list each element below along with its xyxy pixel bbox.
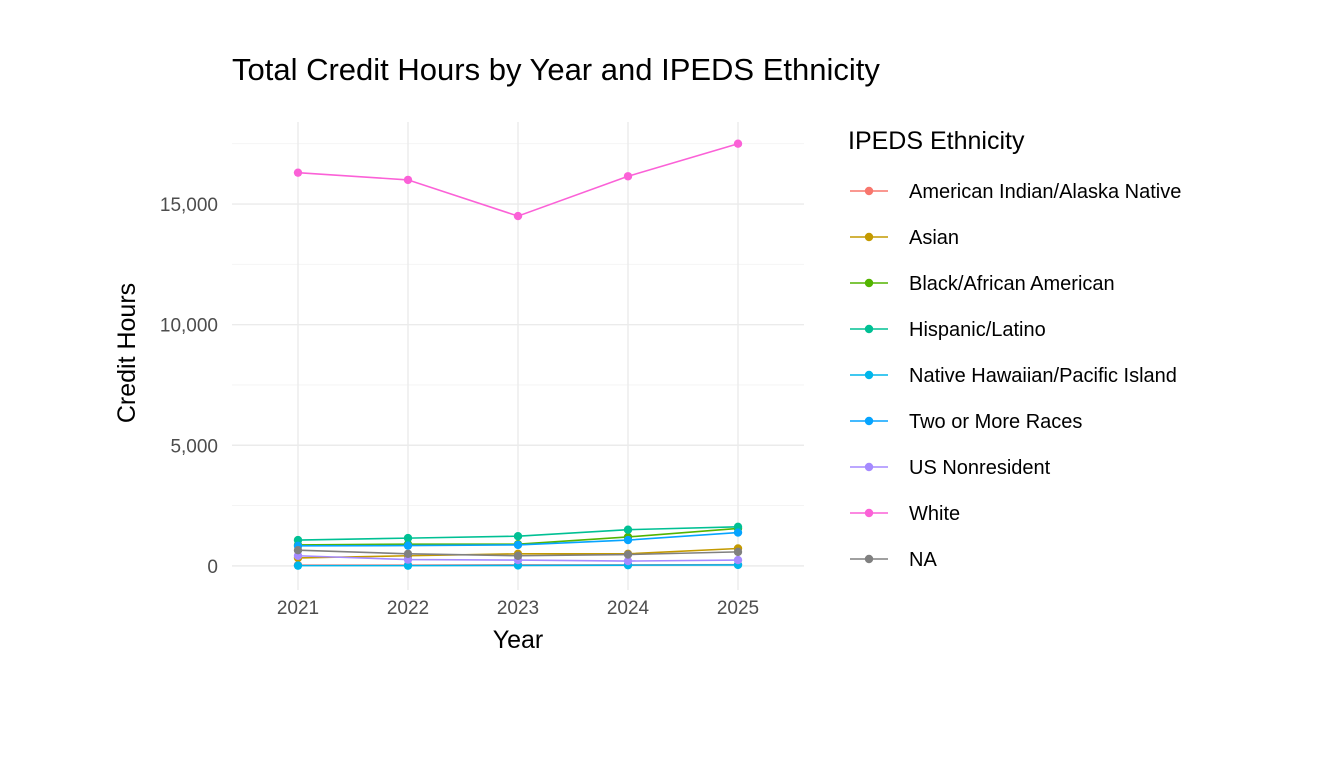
legend-item: NA — [850, 549, 937, 571]
y-axis: 0 5,000 10,000 15,000 — [160, 195, 218, 578]
legend-item: White — [850, 503, 960, 525]
x-tick-label: 2024 — [607, 598, 650, 619]
x-axis-title: Year — [493, 626, 544, 654]
legend-label: Two or More Races — [909, 411, 1082, 433]
legend-item: US Nonresident — [850, 457, 1051, 479]
legend-key-point — [864, 462, 874, 472]
y-tick-label: 10,000 — [160, 316, 218, 337]
y-tick-label: 5,000 — [170, 436, 218, 457]
legend-item: American Indian/Alaska Native — [850, 181, 1181, 203]
x-tick-label: 2022 — [387, 598, 429, 619]
data-point — [623, 550, 633, 559]
legend-item: Black/African American — [850, 273, 1115, 295]
data-point — [623, 535, 633, 545]
plot-series — [293, 139, 743, 570]
legend-key-point — [864, 370, 874, 380]
y-tick-label: 0 — [207, 557, 218, 578]
series-us-nonresident — [293, 551, 743, 566]
series-two-or-more-races — [293, 528, 743, 551]
chart-title: Total Credit Hours by Year and IPEDS Eth… — [232, 52, 880, 87]
data-point — [403, 561, 413, 570]
grid — [232, 122, 804, 590]
data-point — [513, 211, 523, 221]
data-point — [513, 532, 523, 541]
legend: American Indian/Alaska Native Asian Black/… — [850, 181, 1181, 571]
legend-label: Black/African American — [909, 273, 1115, 295]
x-tick-label: 2021 — [277, 598, 319, 619]
data-point — [293, 168, 303, 177]
x-axis: 2021 2022 2023 2024 2025 — [277, 598, 759, 619]
data-point — [733, 522, 743, 531]
legend-label: US Nonresident — [909, 457, 1051, 479]
data-point — [733, 139, 743, 148]
legend-item: Hispanic/Latino — [850, 319, 1046, 341]
data-point — [403, 533, 413, 543]
legend-label: Native Hawaiian/Pacific Island — [909, 365, 1177, 387]
data-point — [733, 555, 743, 565]
legend-label: NA — [909, 549, 937, 571]
legend-label: Asian — [909, 227, 959, 249]
legend-label: American Indian/Alaska Native — [909, 181, 1181, 203]
series-white — [293, 139, 743, 221]
legend-key-point — [864, 508, 874, 518]
x-tick-label: 2023 — [497, 598, 539, 619]
series-hispanic-latino — [293, 522, 743, 545]
data-point — [623, 525, 633, 534]
legend-key-point — [864, 416, 874, 426]
legend-item: Asian — [850, 227, 959, 249]
data-point — [513, 540, 523, 550]
legend-title: IPEDS Ethnicity — [848, 127, 1025, 155]
legend-item: Two or More Races — [850, 411, 1082, 433]
data-point — [293, 535, 303, 545]
legend-item: Native Hawaiian/Pacific Island — [850, 365, 1177, 387]
data-point — [293, 545, 303, 555]
data-point — [403, 549, 413, 559]
data-point — [623, 556, 633, 566]
data-point — [513, 551, 523, 560]
legend-key-point — [864, 186, 874, 196]
legend-label: White — [909, 503, 960, 525]
x-tick-label: 2025 — [717, 598, 759, 619]
y-tick-label: 15,000 — [160, 195, 218, 216]
legend-key-point — [864, 278, 874, 288]
data-point — [403, 541, 413, 550]
legend-key-point — [864, 232, 874, 242]
data-point — [403, 555, 413, 564]
legend-key-point — [864, 554, 874, 564]
legend-key-point — [864, 324, 874, 334]
data-point — [623, 172, 633, 181]
data-point — [733, 547, 743, 557]
data-point — [293, 561, 303, 570]
series-na — [293, 545, 743, 560]
legend-label: Hispanic/Latino — [909, 319, 1046, 341]
data-point — [733, 528, 743, 537]
y-axis-title: Credit Hours — [113, 283, 141, 423]
data-point — [403, 175, 413, 185]
